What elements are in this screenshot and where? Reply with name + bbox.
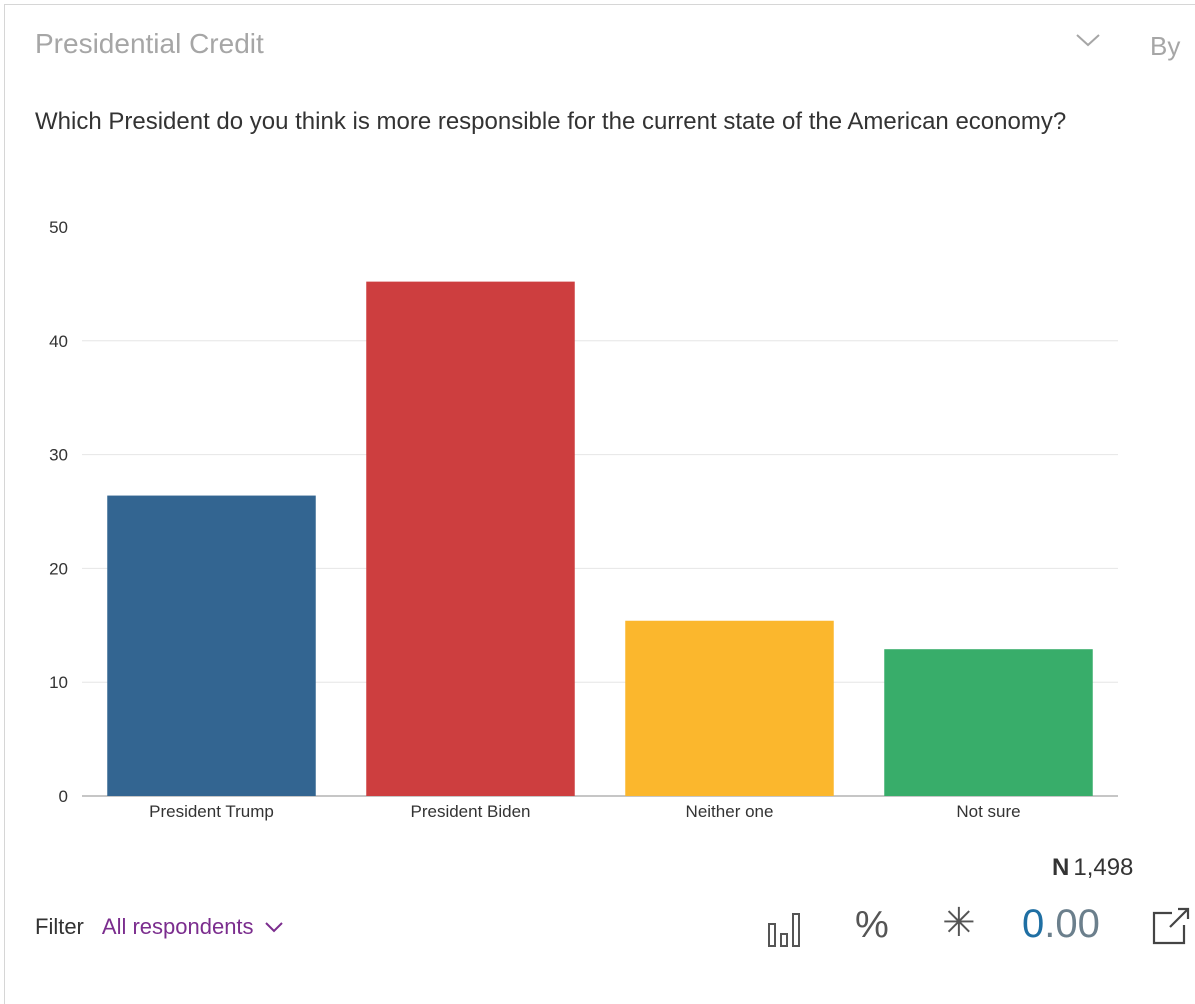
external-link-icon[interactable] — [1150, 905, 1194, 947]
y-tick-label: 10 — [49, 673, 68, 692]
chart-card — [4, 4, 1195, 1004]
y-tick-label: 20 — [49, 559, 68, 578]
bar-chart-icon[interactable] — [766, 908, 802, 948]
sample-size: N 1,498 — [1052, 854, 1133, 882]
filter-row: Filter All respondents — [35, 914, 284, 940]
y-tick-label: 40 — [49, 332, 68, 351]
chevron-down-icon[interactable] — [1074, 30, 1102, 50]
y-tick-label: 0 — [59, 787, 68, 806]
y-tick-label: 50 — [49, 218, 68, 237]
decimal-places-toggle[interactable]: 0.00 — [1022, 902, 1100, 947]
y-tick-label: 30 — [49, 446, 68, 465]
by-dropdown[interactable]: By — [1150, 31, 1181, 61]
bar-chart: 0 10 20 30 40 50 President Trump President Bid… — [49, 218, 1118, 821]
x-tick-label: President Trump — [149, 802, 274, 821]
filter-label: Filter — [35, 914, 84, 939]
bars — [107, 281, 1093, 796]
x-tick-label: Not sure — [956, 802, 1020, 821]
y-axis-ticks: 0 10 20 30 40 50 — [49, 218, 68, 806]
question-text: Which President do you think is more res… — [35, 108, 1067, 135]
percent-toggle[interactable]: % — [855, 904, 889, 946]
bar-not-sure[interactable] — [884, 649, 1093, 796]
filter-dropdown[interactable]: All respondents — [102, 914, 284, 940]
bar-president-trump[interactable] — [107, 495, 316, 796]
x-tick-label: President Biden — [410, 802, 530, 821]
bar-neither-one[interactable] — [625, 620, 834, 796]
x-axis-labels: President Trump President Biden Neither on… — [149, 802, 1020, 821]
significance-toggle[interactable]: ✳ — [942, 901, 976, 945]
card-title: Presidential Credit — [35, 28, 264, 59]
sample-size-value: 1,498 — [1073, 854, 1134, 881]
x-tick-label: Neither one — [686, 802, 774, 821]
bar-president-biden[interactable] — [366, 281, 575, 796]
sample-size-label: N — [1052, 854, 1070, 881]
filter-value: All respondents — [101, 914, 254, 939]
decimals-lead: 0 — [1022, 902, 1045, 946]
decimals-rest: .00 — [1044, 902, 1100, 946]
chevron-down-icon — [264, 922, 283, 933]
